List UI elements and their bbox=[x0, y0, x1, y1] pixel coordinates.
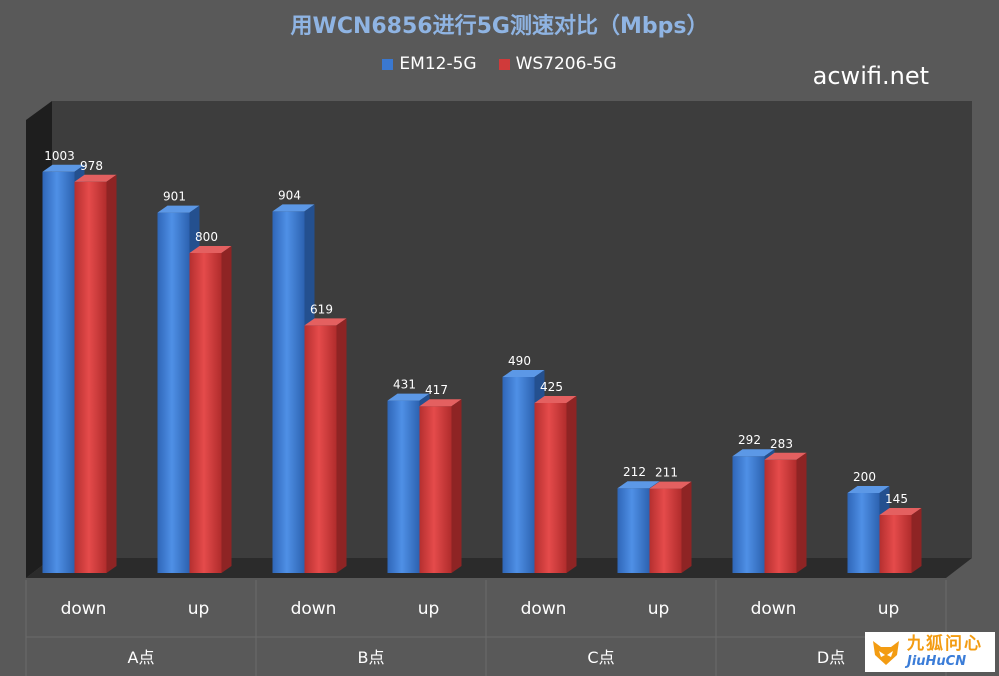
data-label-series-1: 200 bbox=[853, 470, 876, 484]
bar-top-series-1 bbox=[272, 204, 315, 212]
bar-side-series-2 bbox=[566, 396, 577, 573]
x-tick-label: up bbox=[418, 599, 440, 619]
bar-top-series-2 bbox=[764, 452, 807, 460]
bar-top-series-2 bbox=[74, 174, 117, 182]
data-label-series-1: 292 bbox=[738, 433, 761, 447]
bar-series-1 bbox=[502, 377, 535, 573]
x-tick-label: down bbox=[291, 599, 337, 619]
logo-text-cn: 九狐问心 bbox=[907, 634, 983, 654]
bar-series-1 bbox=[847, 493, 880, 573]
bar-side-series-2 bbox=[796, 452, 807, 573]
x-group-label: B点 bbox=[358, 648, 385, 667]
data-label-series-2: 145 bbox=[885, 492, 908, 506]
bar-series-2 bbox=[419, 406, 452, 573]
bar-top-series-1 bbox=[42, 164, 85, 172]
bar-series-1 bbox=[617, 488, 650, 573]
watermark-text: acwifi.net bbox=[812, 62, 929, 90]
legend-label-series-1: EM12-5G bbox=[399, 54, 477, 74]
bar-top-series-2 bbox=[419, 399, 462, 407]
x-tick-label: up bbox=[878, 599, 900, 619]
bar-side-series-2 bbox=[681, 481, 692, 573]
data-label-series-1: 1003 bbox=[44, 149, 75, 163]
data-label-series-1: 431 bbox=[393, 378, 416, 392]
data-label-series-2: 800 bbox=[195, 230, 218, 244]
x-tick-label: down bbox=[61, 599, 107, 619]
bar-top-series-2 bbox=[189, 246, 232, 253]
data-label-series-1: 901 bbox=[163, 190, 186, 204]
site-logo: 九狐问心 JiuHuCN bbox=[865, 632, 995, 672]
data-label-series-2: 425 bbox=[540, 380, 563, 394]
bar-side-series-2 bbox=[336, 318, 347, 573]
legend-swatch-series-1 bbox=[382, 58, 394, 70]
legend-label-series-2: WS7206-5G bbox=[515, 54, 617, 74]
bar-series-1 bbox=[42, 171, 75, 574]
bar-side-series-2 bbox=[911, 508, 922, 573]
bar-top-series-2 bbox=[649, 481, 692, 489]
logo-text-en: JiuHuCN bbox=[907, 654, 967, 669]
bar-side-series-2 bbox=[451, 399, 462, 573]
legend-item-series-1: EM12-5G bbox=[382, 54, 477, 74]
data-label-series-2: 619 bbox=[310, 302, 333, 316]
bar-series-1 bbox=[157, 212, 190, 573]
data-label-series-1: 212 bbox=[623, 465, 646, 479]
data-label-series-1: 904 bbox=[278, 188, 301, 202]
bar-top-series-2 bbox=[879, 508, 922, 515]
data-label-series-1: 490 bbox=[508, 354, 531, 368]
data-label-series-2: 417 bbox=[425, 383, 448, 397]
bar-top-series-2 bbox=[534, 396, 577, 403]
bar-series-2 bbox=[534, 403, 567, 573]
bar-series-1 bbox=[272, 211, 305, 573]
bar-series-2 bbox=[189, 253, 222, 573]
x-group-label: C点 bbox=[587, 648, 614, 667]
bar-series-2 bbox=[649, 488, 682, 573]
bar-top-series-1 bbox=[847, 486, 890, 493]
bar-side-series-2 bbox=[221, 246, 232, 573]
chart-title: 用WCN6856进行5G测速对比（Mbps） bbox=[290, 14, 709, 39]
x-tick-label: down bbox=[521, 599, 567, 619]
legend: EM12-5G WS7206-5G bbox=[0, 54, 999, 74]
bar-series-1 bbox=[732, 456, 765, 573]
bar-top-series-1 bbox=[617, 481, 660, 489]
bar-series-2 bbox=[74, 181, 107, 574]
x-tick-label: down bbox=[751, 599, 797, 619]
fox-logo-icon bbox=[873, 641, 899, 665]
bar-series-1 bbox=[387, 400, 420, 573]
bar-top-series-1 bbox=[157, 205, 200, 213]
bar-top-series-1 bbox=[387, 393, 430, 401]
bar-top-series-2 bbox=[304, 318, 347, 326]
legend-item-series-2: WS7206-5G bbox=[498, 54, 617, 74]
bar-series-2 bbox=[764, 459, 797, 573]
x-group-label: D点 bbox=[817, 648, 845, 667]
bar-side-series-2 bbox=[106, 174, 117, 574]
x-tick-label: up bbox=[648, 599, 670, 619]
data-label-series-2: 978 bbox=[80, 159, 103, 173]
x-group-label: A点 bbox=[128, 648, 155, 667]
bar-top-series-1 bbox=[502, 370, 545, 377]
data-label-series-2: 283 bbox=[770, 437, 793, 451]
legend-swatch-series-2 bbox=[498, 58, 510, 70]
bar-top-series-1 bbox=[732, 449, 775, 457]
x-tick-label: up bbox=[188, 599, 210, 619]
bar-series-2 bbox=[304, 325, 337, 573]
data-label-series-2: 211 bbox=[655, 466, 678, 480]
bar-series-2 bbox=[879, 515, 912, 573]
